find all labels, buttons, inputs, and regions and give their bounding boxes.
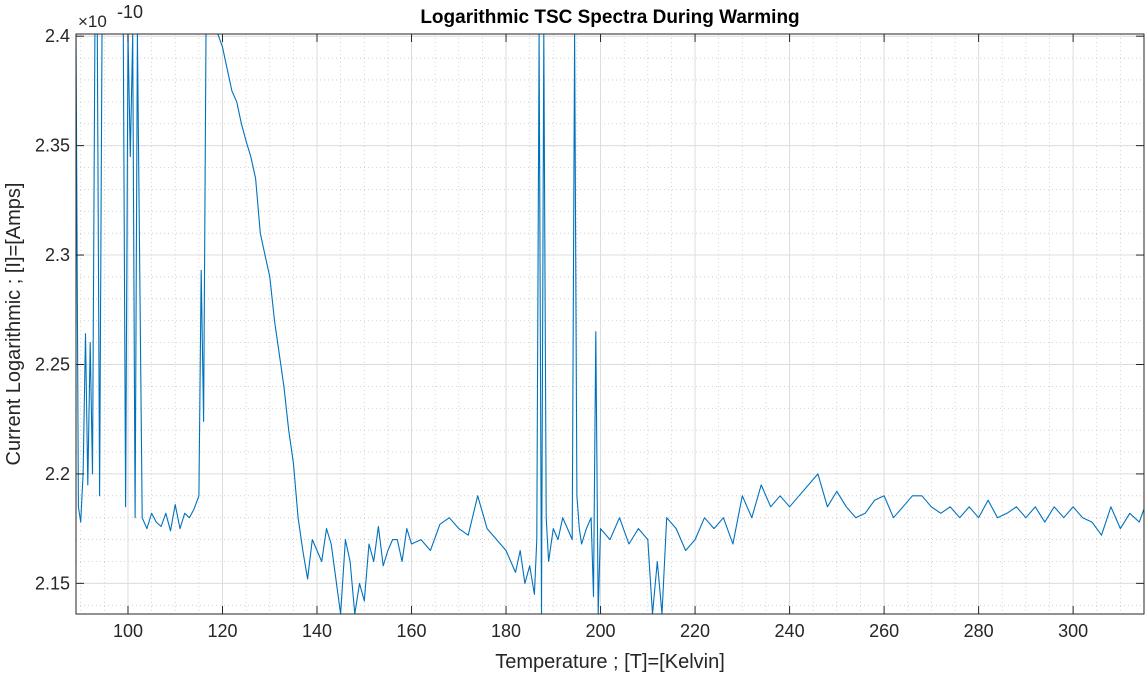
- plot-area: [76, 34, 1144, 614]
- x-tick-label: 160: [396, 621, 426, 641]
- x-tick-label: 100: [113, 621, 143, 641]
- x-tick-label: 220: [680, 621, 710, 641]
- y-tick-label: 2.25: [35, 354, 70, 374]
- x-tick-label: 200: [586, 621, 616, 641]
- y-axis-exponent: ×10 -10: [78, 2, 143, 31]
- x-tick-label: 280: [964, 621, 994, 641]
- x-tick-label: 120: [207, 621, 237, 641]
- y-tick-label: 2.4: [45, 26, 70, 46]
- y-exponent-base: ×10: [78, 12, 107, 31]
- chart-title: Logarithmic TSC Spectra During Warming: [420, 7, 799, 28]
- y-tick-label: 2.3: [45, 245, 70, 265]
- y-tick-label: 2.2: [45, 464, 70, 484]
- y-exponent-power: -10: [117, 2, 143, 22]
- x-tick-label: 140: [302, 621, 332, 641]
- x-tick-labels: 100 120 140 160 180 200 220 240 260 280 300: [113, 621, 1088, 641]
- plot-frame: [75, 33, 1145, 615]
- minor-grid: [76, 34, 1145, 614]
- y-tick-labels: 2.15 2.2 2.25 2.3 2.35 2.4: [35, 26, 70, 593]
- x-tick-label: 300: [1058, 621, 1088, 641]
- x-tick-label: 180: [491, 621, 521, 641]
- y-tick-label: 2.35: [35, 136, 70, 156]
- y-axis-label: Current Logarithmic ; [I]=[Amps]: [3, 183, 25, 466]
- x-tick-label: 260: [869, 621, 899, 641]
- series-line: [76, 34, 1144, 614]
- axis-ticks: [76, 34, 1144, 614]
- x-tick-label: 240: [775, 621, 805, 641]
- x-axis-label: Temperature ; [T]=[Kelvin]: [495, 651, 725, 673]
- y-tick-label: 2.15: [35, 573, 70, 593]
